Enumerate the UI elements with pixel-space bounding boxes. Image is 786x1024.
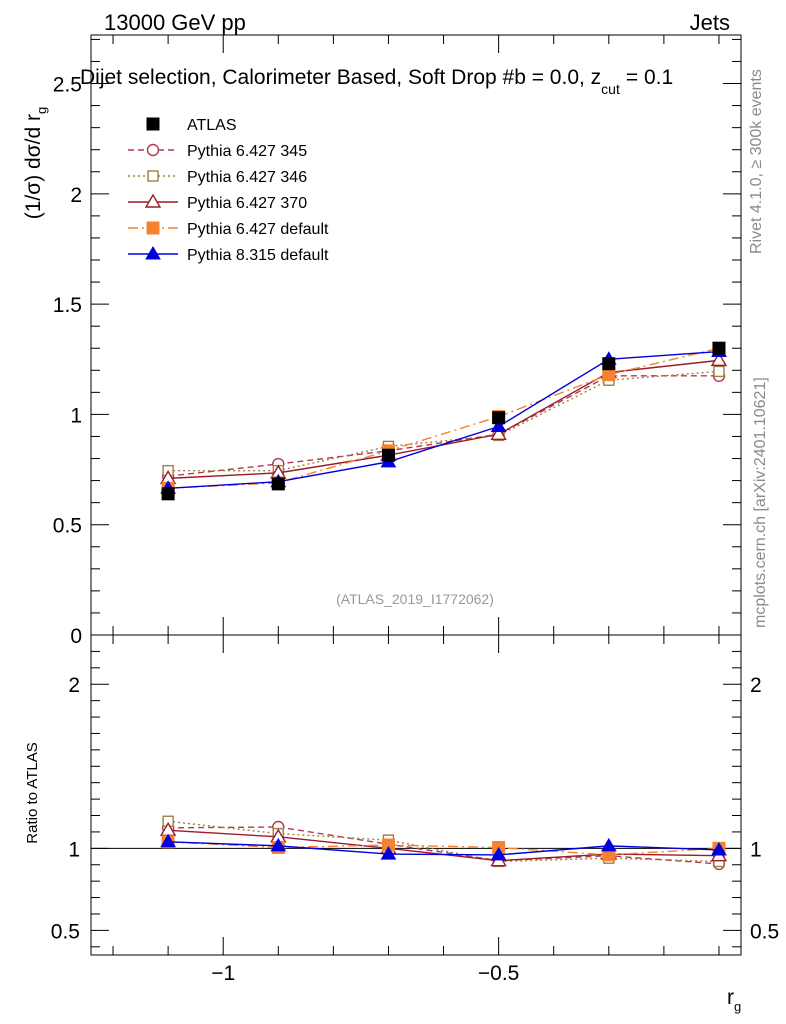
y-tick-label-right: 2 xyxy=(750,674,762,697)
legend-label-pythia-6-427-370: Pythia 6.427 370 xyxy=(187,195,307,212)
ratio-y-axis-label: Ratio to ATLAS xyxy=(24,742,41,843)
y-tick-label: 2 xyxy=(70,184,82,207)
ratio-axes: −1 −0.5 0.5 0.5 1 1 2 2 xyxy=(51,634,779,985)
main-point-pythia-6-427-370 xyxy=(490,425,507,440)
ratio-line-pythia-6-427-345 xyxy=(168,826,720,865)
ratio-series-layer xyxy=(159,815,728,871)
main-point-atlas xyxy=(712,341,726,355)
ratio-point-pythia-8-315-default xyxy=(160,833,176,848)
header-process-label: Jets xyxy=(690,10,730,35)
legend-label-pythia-6-427-346: Pythia 6.427 346 xyxy=(187,169,307,186)
y-tick-label: 0.5 xyxy=(53,515,82,538)
legend-label-pythia-6-427-default: Pythia 6.427 default xyxy=(187,221,329,238)
y-tick-label-right: 0.5 xyxy=(750,920,779,943)
legend-marker-pythia-6-427-345 xyxy=(146,143,160,157)
main-series-layer xyxy=(159,341,728,501)
legend-marker-pythia-6-427-default xyxy=(146,221,160,235)
main-line-pythia-6-427-370 xyxy=(168,359,720,480)
main-line-pythia-6-427-346 xyxy=(168,370,720,472)
ratio-point-pythia-8-315-default xyxy=(270,837,287,852)
y-tick-label: 1 xyxy=(68,838,80,861)
main-axes: 0 0.5 1 1.5 2 2.5 xyxy=(53,35,741,648)
x-tick-label: −0.5 xyxy=(478,962,519,985)
x-axis-label: rg xyxy=(727,986,741,1014)
y-tick-label-right: 1 xyxy=(750,838,762,861)
main-line-pythia-6-427-345 xyxy=(168,375,719,477)
main-y-axis-label: (1/σ) dσ/d rg xyxy=(22,107,49,220)
rivet-version-label: Rivet 4.1.0, ≥ 300k events xyxy=(748,69,765,254)
header-energy-label: 13000 GeV pp xyxy=(104,10,246,35)
legend-label-atlas: ATLAS xyxy=(187,117,237,134)
main-line-pythia-6-427-default xyxy=(168,347,720,490)
ratio-point-pythia-8-315-default xyxy=(490,846,507,861)
ratio-panel-frame xyxy=(90,634,742,956)
main-point-pythia-6-427-370 xyxy=(710,351,728,367)
y-tick-label: 2 xyxy=(68,674,80,697)
mcplots-source-label: mcplots.cern.ch [arXiv:2401.10621] xyxy=(752,377,769,628)
y-tick-label: 2.5 xyxy=(53,74,82,97)
main-point-pythia-8-315-default xyxy=(490,418,507,433)
ratio-line-pythia-8-315-default xyxy=(168,841,719,856)
main-point-atlas xyxy=(271,477,285,491)
analysis-watermark: (ATLAS_2019_I1772062) xyxy=(336,591,494,607)
legend-marker-pythia-6-427-346 xyxy=(147,170,159,182)
ratio-point-pythia-8-315-default xyxy=(600,837,617,852)
legend-label-pythia-6-427-345: Pythia 6.427 345 xyxy=(187,143,307,160)
ratio-point-pythia-8-315-default xyxy=(711,841,727,856)
x-tick-label: −1 xyxy=(211,962,235,985)
legend-marker-atlas xyxy=(146,117,160,131)
main-point-pythia-6-427-346 xyxy=(713,365,725,378)
main-line-pythia-8-315-default xyxy=(168,350,720,490)
y-tick-label: 1.5 xyxy=(53,294,82,317)
main-point-atlas xyxy=(381,448,395,462)
y-tick-label: 0.5 xyxy=(51,920,80,943)
ratio-point-pythia-8-315-default xyxy=(380,846,397,860)
ratio-line-pythia-6-427-default xyxy=(168,841,720,856)
y-tick-label: 1 xyxy=(70,404,82,427)
legend-marker-pythia-8-315-default xyxy=(145,246,161,260)
legend: ATLAS Pythia 6.427 345 Pythia 6.427 346 Pyt… xyxy=(128,117,329,264)
main-point-atlas xyxy=(492,411,506,425)
main-point-atlas xyxy=(161,487,175,501)
legend-marker-pythia-6-427-370 xyxy=(144,193,162,208)
main-point-pythia-6-427-default xyxy=(602,368,616,382)
legend-label-pythia-8-315-default: Pythia 8.315 default xyxy=(187,247,329,264)
y-tick-label: 0 xyxy=(70,625,82,648)
chart-title: Dijet selection, Calorimeter Based, Soft… xyxy=(80,66,673,97)
main-point-atlas xyxy=(602,357,616,371)
